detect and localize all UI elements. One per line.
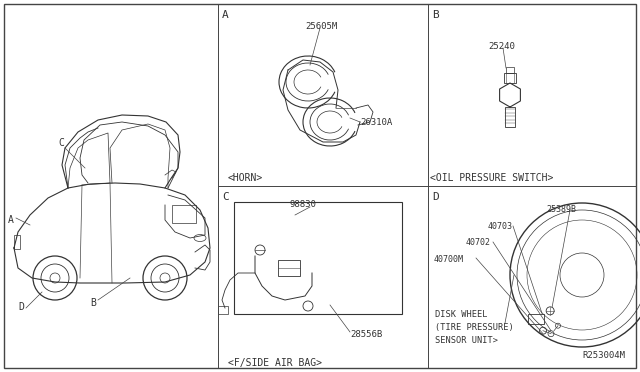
Text: B: B bbox=[90, 298, 96, 308]
Bar bbox=[14, 235, 20, 249]
Text: DISK WHEEL: DISK WHEEL bbox=[435, 310, 488, 319]
Text: SENSOR UNIT>: SENSOR UNIT> bbox=[435, 336, 498, 345]
Text: 25605M: 25605M bbox=[305, 22, 337, 31]
Text: R253004M: R253004M bbox=[582, 351, 625, 360]
Text: <HORN>: <HORN> bbox=[228, 173, 263, 183]
Text: C: C bbox=[58, 138, 64, 148]
Text: 40703: 40703 bbox=[488, 222, 513, 231]
Text: 28556B: 28556B bbox=[350, 330, 382, 339]
Text: 25389B: 25389B bbox=[546, 205, 576, 214]
Text: D: D bbox=[18, 302, 24, 312]
Text: A: A bbox=[8, 215, 14, 225]
Text: 98830: 98830 bbox=[289, 200, 316, 209]
Text: <OIL PRESSURE SWITCH>: <OIL PRESSURE SWITCH> bbox=[430, 173, 554, 183]
Text: 40700M: 40700M bbox=[434, 255, 464, 264]
Bar bbox=[234, 202, 402, 314]
Text: C: C bbox=[222, 192, 228, 202]
Text: B: B bbox=[432, 10, 439, 20]
Bar bbox=[506, 67, 514, 73]
Bar bbox=[172, 205, 196, 223]
Bar bbox=[528, 314, 544, 324]
Text: (TIRE PRESSURE): (TIRE PRESSURE) bbox=[435, 323, 514, 332]
Bar bbox=[218, 306, 228, 314]
Text: A: A bbox=[222, 10, 228, 20]
Bar bbox=[505, 107, 515, 127]
Text: D: D bbox=[432, 192, 439, 202]
Text: 40702: 40702 bbox=[466, 238, 491, 247]
Bar bbox=[504, 73, 516, 83]
Text: <F/SIDE AIR BAG>: <F/SIDE AIR BAG> bbox=[228, 358, 322, 368]
Text: 25240: 25240 bbox=[488, 42, 515, 51]
Text: 26310A: 26310A bbox=[360, 118, 392, 127]
Bar bbox=[278, 260, 300, 276]
